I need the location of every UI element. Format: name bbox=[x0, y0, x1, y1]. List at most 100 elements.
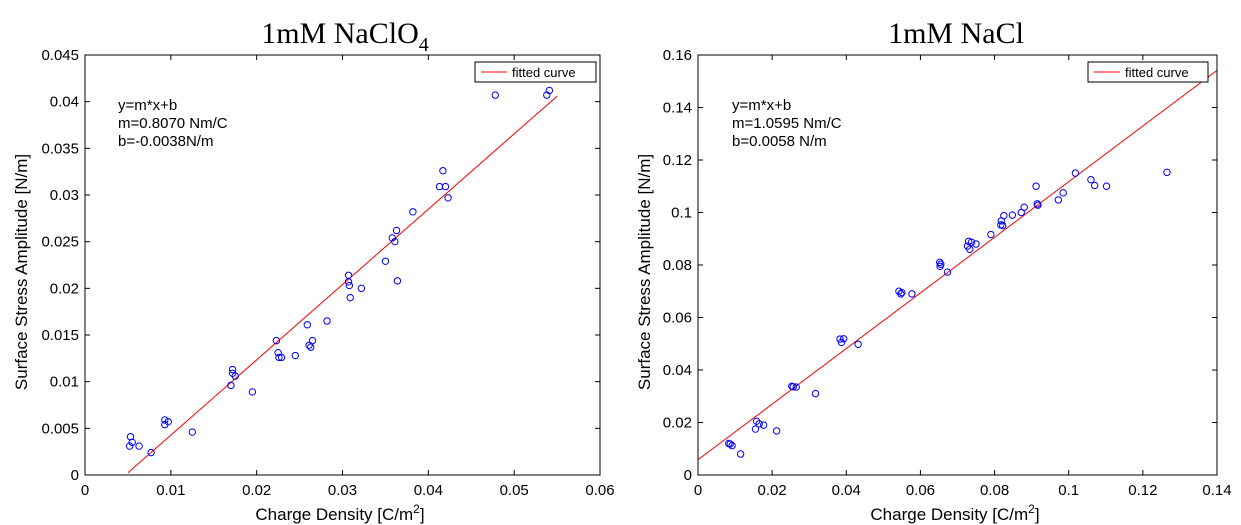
chart-title: 1mM NaCl bbox=[888, 17, 1024, 50]
x-tick-label: 0.04 bbox=[832, 482, 861, 499]
data-point bbox=[999, 221, 1007, 230]
data-point bbox=[357, 284, 366, 293]
data-point bbox=[1033, 200, 1041, 208]
data-point bbox=[854, 340, 862, 348]
equation-text: y=m*x+b bbox=[118, 97, 177, 114]
x-tick-label: 0.06 bbox=[585, 482, 614, 499]
data-point bbox=[972, 240, 980, 248]
data-point bbox=[125, 442, 134, 450]
data-point bbox=[147, 448, 155, 457]
data-point bbox=[837, 338, 846, 347]
data-point bbox=[1032, 182, 1040, 190]
data-point bbox=[272, 336, 281, 345]
data-point bbox=[228, 365, 237, 374]
data-point bbox=[943, 268, 952, 276]
legend: fitted curve bbox=[1087, 61, 1209, 83]
x-tick-label: 0.12 bbox=[1128, 482, 1157, 499]
y-axis-label: Surface Stress Amplitude [N/m] bbox=[635, 154, 654, 390]
y-tick-label: 0.16 bbox=[663, 47, 692, 64]
data-point bbox=[274, 349, 282, 357]
chart-title: 1mM NaClO4 bbox=[261, 17, 429, 56]
y-tick-label: 0.04 bbox=[663, 362, 692, 379]
data-point bbox=[277, 353, 286, 362]
data-point bbox=[308, 336, 317, 345]
data-point bbox=[1059, 189, 1067, 197]
fitted-curve-line bbox=[127, 95, 558, 474]
fit-equation: y=m*x+b m=1.0595 Nm/C b=0.0058 N/m bbox=[732, 97, 842, 150]
legend-box bbox=[474, 61, 597, 83]
y-tick-label: 0.14 bbox=[663, 100, 692, 117]
data-point bbox=[444, 194, 452, 202]
data-point bbox=[726, 440, 734, 448]
data-point bbox=[1020, 203, 1028, 211]
data-point bbox=[936, 258, 944, 267]
y-tick-label: 0.08 bbox=[663, 257, 692, 274]
data-point bbox=[789, 383, 797, 391]
x-tick-label: 0.06 bbox=[906, 482, 935, 499]
data-point bbox=[967, 238, 976, 246]
data-point bbox=[755, 420, 763, 428]
chart-panel-left: 1mM NaClO4 0 0.01 0.02 0.03 0.04 0.05 0.06 0 0.0… bbox=[12, 17, 615, 524]
y-tick-label: 0 bbox=[684, 467, 692, 484]
data-point bbox=[344, 271, 353, 279]
y-tick-label: 0.01 bbox=[50, 374, 79, 391]
data-point bbox=[964, 237, 973, 246]
fit-equation: y=m*x+b m=0.8070 Nm/C b=-0.0038N/m bbox=[118, 97, 228, 150]
data-point bbox=[1102, 182, 1111, 190]
plot-area: 0 0.01 0.02 0.03 0.04 0.05 0.06 0 0.005 0.01 0.015… bbox=[41, 47, 614, 499]
y-tick-label: 0.02 bbox=[50, 280, 79, 297]
x-tick-label: 0.02 bbox=[758, 482, 787, 499]
x-tick-label: 0.04 bbox=[414, 482, 443, 499]
data-point bbox=[545, 86, 554, 95]
y-tick-label: 0.035 bbox=[41, 140, 79, 157]
data-point bbox=[164, 418, 172, 426]
data-point bbox=[1071, 169, 1080, 177]
x-tick-label: 0.08 bbox=[980, 482, 1009, 499]
slope-text: m=0.8070 Nm/C bbox=[118, 115, 228, 132]
data-point bbox=[792, 383, 800, 391]
legend-label: fitted curve bbox=[512, 65, 576, 80]
data-point bbox=[128, 438, 136, 447]
data-point bbox=[231, 372, 239, 380]
y-tick-label: 0.02 bbox=[663, 415, 692, 432]
plot-area: 0 0.02 0.04 0.06 0.08 0.1 0.12 0.14 0 0.02 0.04 0.0… bbox=[663, 47, 1232, 499]
data-point bbox=[728, 441, 736, 450]
data-point bbox=[1034, 201, 1042, 209]
y-tick-label: 0.04 bbox=[50, 94, 79, 111]
y-axis-label: Surface Stress Amplitude [N/m] bbox=[12, 154, 31, 390]
data-point bbox=[388, 234, 396, 242]
y-tick-label: 0.1 bbox=[671, 205, 692, 222]
data-point bbox=[772, 427, 781, 435]
data-point bbox=[908, 290, 916, 298]
x-tick-label: 0.02 bbox=[242, 482, 271, 499]
data-point bbox=[736, 450, 745, 458]
data-point bbox=[839, 335, 848, 343]
data-point bbox=[435, 182, 444, 191]
intercept-text: b=-0.0038N/m bbox=[118, 133, 213, 150]
data-point bbox=[391, 237, 399, 246]
y-tick-label: 0.005 bbox=[41, 420, 79, 437]
data-point bbox=[409, 208, 417, 216]
x-tick-label: 0.01 bbox=[156, 482, 185, 499]
data-point bbox=[323, 317, 331, 325]
x-tick-label: 0 bbox=[694, 482, 702, 499]
data-point bbox=[392, 226, 401, 235]
data-point bbox=[441, 182, 450, 191]
data-point bbox=[966, 245, 974, 253]
y-tick-label: 0.045 bbox=[41, 47, 79, 64]
chart-panel-right: 1mM NaCl 0 0.02 0.04 0.06 0.08 0.1 0.12 0.14 0 0.… bbox=[635, 17, 1232, 524]
legend: fitted curve bbox=[474, 61, 597, 83]
data-point bbox=[346, 293, 354, 302]
x-tick-label: 0.05 bbox=[500, 482, 529, 499]
data-point bbox=[1054, 196, 1063, 204]
data-point bbox=[811, 389, 820, 398]
data-point bbox=[752, 417, 761, 425]
x-axis-label: Charge Density [C/m2] bbox=[255, 502, 424, 524]
data-point bbox=[188, 428, 196, 436]
data-point bbox=[1090, 181, 1099, 190]
y-tick-label: 0.015 bbox=[41, 327, 79, 344]
data-point bbox=[751, 425, 760, 433]
x-axis-label: Charge Density [C/m2] bbox=[870, 502, 1039, 524]
data-point bbox=[303, 321, 312, 329]
